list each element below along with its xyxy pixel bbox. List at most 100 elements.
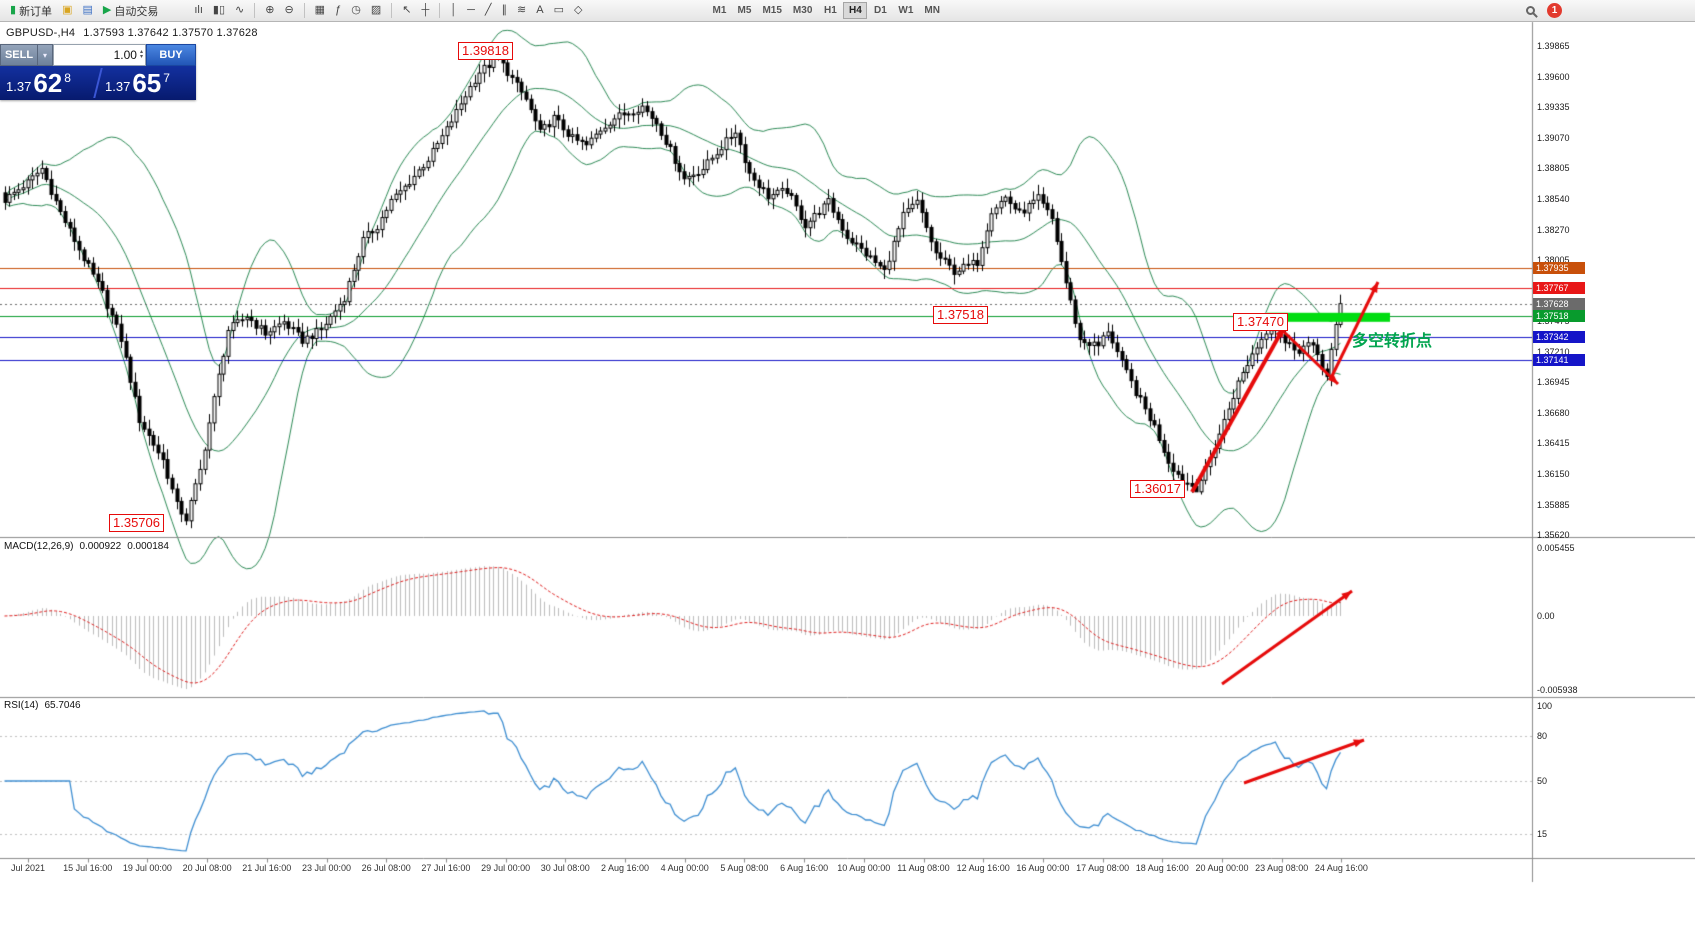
price-tick-label: 1.37210 [1537, 346, 1570, 357]
time-axis-label: 16 Aug 00:00 [1016, 863, 1070, 873]
toolbar-separator [254, 3, 256, 18]
level-price-badge: 1.37518 [1533, 310, 1585, 323]
chevron-down-icon[interactable]: ▾ [38, 44, 53, 66]
price-label[interactable]: 1.37470 [1233, 313, 1288, 331]
tile-windows-icon: ▦ [314, 4, 326, 16]
trendline-icon: ╱ [484, 4, 492, 16]
text-icon[interactable]: A [531, 2, 548, 20]
crosshair-icon[interactable]: ┼ [416, 2, 434, 20]
cursor-icon: ↖ [402, 4, 412, 16]
macd-scale-label: -0.005938 [1537, 685, 1578, 695]
timeframe-mn[interactable]: MN [924, 5, 940, 16]
line-chart-icon[interactable]: ∿ [230, 2, 249, 20]
data-window-button[interactable]: ▤ [77, 2, 97, 20]
shapes-icon[interactable]: ◇ [569, 2, 587, 20]
bar-chart-icon[interactable]: ılı [189, 2, 208, 20]
bar-chart-icon: ılı [194, 4, 203, 16]
cursor-icon[interactable]: ↖ [397, 2, 416, 20]
price-label[interactable]: 1.39818 [458, 42, 513, 60]
toolbar-chart-tools: ılı ▮▯ ∿ ⊕ ⊖ ▦ ƒ ◷ ▨ ↖ ┼ │ ─ ╱ ∥ ≋ A ▭ ◇ [189, 2, 587, 20]
toolbar-separator [303, 3, 305, 18]
period-icon[interactable]: ◷ [346, 2, 366, 20]
timeframe-d1[interactable]: D1 [873, 5, 887, 16]
buy-price[interactable]: 1.37 65 7 [99, 66, 196, 100]
buy-button[interactable]: BUY [146, 44, 196, 66]
price-label[interactable]: 1.37518 [933, 306, 988, 324]
time-axis-label: 24 Aug 16:00 [1314, 863, 1368, 873]
zoom-out-icon: ⊖ [284, 4, 294, 16]
timeframe-h1[interactable]: H1 [823, 5, 837, 16]
volume-field[interactable]: 1.00 ▴ ▾ [53, 44, 146, 66]
zoom-out-icon[interactable]: ⊖ [279, 2, 298, 20]
candlestick-chart-icon: ▮▯ [212, 4, 226, 16]
spin-up-icon[interactable]: ▴ [139, 49, 143, 55]
time-axis-label: 19 Jul 00:00 [122, 863, 172, 873]
search-icon[interactable] [1526, 6, 1535, 15]
sell-price-sup: 8 [64, 71, 71, 85]
channel-icon[interactable]: ∥ [497, 2, 513, 20]
spin-down-icon[interactable]: ▾ [139, 54, 143, 60]
time-axis-label: 5 Aug 08:00 [720, 863, 769, 873]
rsi-scale-label: 80 [1537, 731, 1548, 741]
templates-icon[interactable]: ▨ [366, 2, 386, 20]
annotation-note-text[interactable]: 多空转折点 [1352, 333, 1433, 350]
volume-stepper[interactable]: ▴ ▾ [139, 49, 143, 60]
level-price-badge: 1.37767 [1533, 281, 1585, 294]
time-axis-label: 30 Jul 08:00 [540, 863, 590, 873]
level-price-badge: 1.37935 [1533, 262, 1585, 275]
auto-trading-icon: ▶ [102, 4, 112, 16]
tile-windows-icon[interactable]: ▦ [310, 2, 330, 20]
zoom-in-icon[interactable]: ⊕ [260, 2, 279, 20]
price-label[interactable]: 1.36017 [1130, 480, 1185, 498]
buy-price-prefix: 1.37 [105, 79, 131, 95]
timeframe-m1[interactable]: M1 [712, 5, 727, 16]
notification-badge[interactable]: 1 [1547, 3, 1562, 18]
timeframe-m5[interactable]: M5 [737, 5, 752, 16]
buy-price-big: 65 [132, 68, 162, 99]
trade-panel-controls: SELL ▾ 1.00 ▴ ▾ BUY [0, 44, 196, 66]
data-window-icon: ▤ [82, 4, 93, 16]
sell-button[interactable]: SELL [0, 44, 38, 66]
time-axis-label: Jul 2021 [10, 863, 46, 873]
toolbar-left-group: ▮ 新订单 ▣ ▤ ▶ 自动交易 [5, 2, 163, 20]
shapes-icon: ◇ [574, 4, 583, 16]
auto-trading-button[interactable]: ▶ 自动交易 [98, 2, 163, 20]
price-tick-label: 1.36150 [1537, 468, 1570, 479]
candlestick-chart-icon[interactable]: ▮▯ [208, 2, 230, 20]
line-chart-icon: ∿ [235, 4, 245, 16]
rsi-scale-label: 100 [1537, 701, 1553, 711]
timeframe-m15[interactable]: M15 [762, 5, 782, 16]
ohlc-values: 1.37593 1.37642 1.37570 1.37628 [83, 27, 258, 39]
price-tick-label: 1.39070 [1537, 132, 1570, 143]
price-label[interactable]: 1.35706 [109, 514, 164, 532]
timeframe-m30[interactable]: M30 [792, 5, 813, 16]
macd-value-signal: 0.000184 [127, 541, 169, 552]
indicators-icon[interactable]: ƒ [330, 2, 346, 20]
profiles-icon-button[interactable]: ▣ [57, 2, 77, 20]
rsi-value: 65.7046 [44, 700, 81, 711]
horizontal-line-icon[interactable]: ─ [462, 2, 480, 20]
sell-price[interactable]: 1.37 62 8 [0, 66, 97, 100]
price-tick-label: 1.39335 [1537, 102, 1570, 113]
time-axis-label: 10 Aug 00:00 [837, 863, 891, 873]
price-tick-label: 1.38805 [1537, 163, 1570, 174]
vertical-line-icon[interactable]: │ [445, 2, 462, 20]
timeframe-w1[interactable]: W1 [898, 5, 914, 16]
time-axis-label: 23 Aug 08:00 [1255, 863, 1309, 873]
fibonacci-icon[interactable]: ≋ [512, 2, 531, 20]
rsi-name: RSI(14) [4, 700, 39, 711]
auto-trading-button-label: 自动交易 [114, 5, 159, 18]
label-icon[interactable]: ▭ [549, 2, 569, 20]
channel-icon: ∥ [501, 4, 508, 16]
time-axis-label: 20 Jul 08:00 [182, 863, 232, 873]
new-order-button[interactable]: ▮ 新订单 [5, 2, 57, 20]
price-tick-label: 1.38270 [1537, 224, 1570, 235]
time-axis-label: 6 Aug 16:00 [780, 863, 829, 873]
macd-name: MACD(12,26,9) [4, 541, 74, 552]
sell-price-prefix: 1.37 [6, 79, 32, 95]
rsi-scale-label: 15 [1537, 828, 1548, 839]
timeframe-h4[interactable]: H4 [843, 2, 868, 19]
trendline-icon[interactable]: ╱ [480, 2, 497, 20]
